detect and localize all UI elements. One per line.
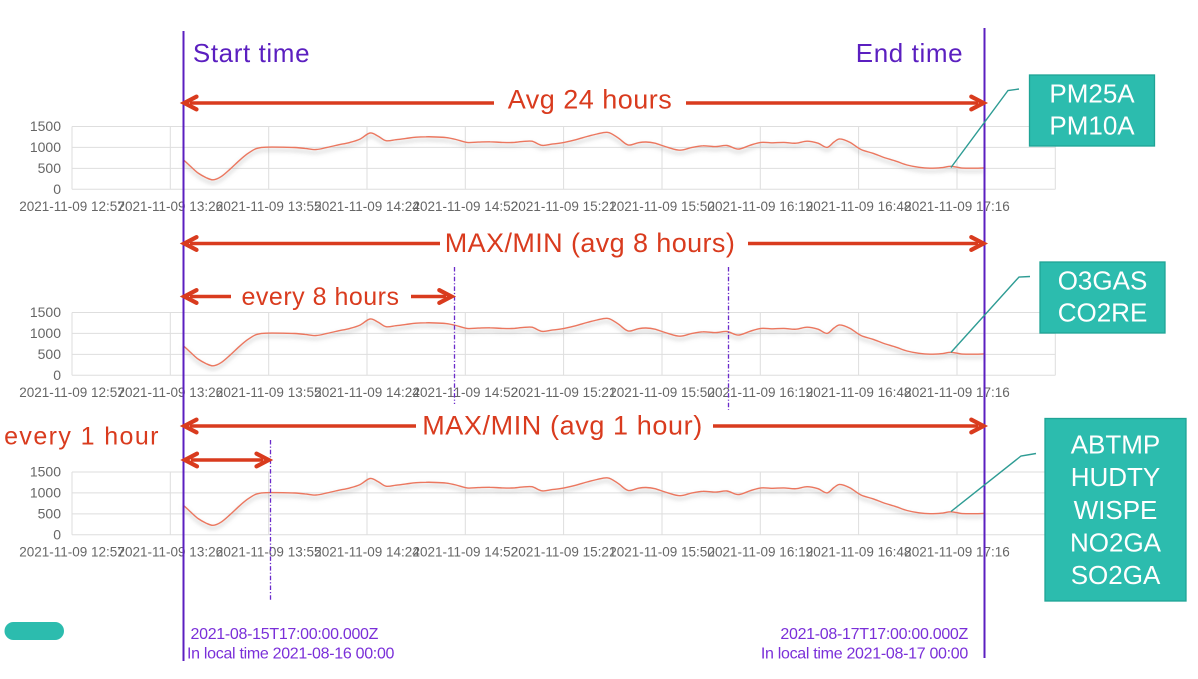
svg-text:MAX/MIN (avg 8 hours): MAX/MIN (avg 8 hours) — [445, 228, 735, 258]
svg-text:1000: 1000 — [30, 485, 61, 501]
svg-text:2021-11-09 13:26: 2021-11-09 13:26 — [118, 385, 224, 400]
svg-text:ABTMP: ABTMP — [1071, 429, 1161, 459]
svg-text:0: 0 — [53, 181, 61, 197]
svg-text:HUDTY: HUDTY — [1071, 462, 1161, 492]
svg-text:2021-11-09 16:19: 2021-11-09 16:19 — [708, 544, 814, 559]
svg-text:2021-11-09 12:57: 2021-11-09 12:57 — [19, 385, 125, 400]
svg-text:1500: 1500 — [30, 118, 61, 134]
svg-text:WISPE: WISPE — [1074, 495, 1158, 525]
svg-text:2021-11-09 17:16: 2021-11-09 17:16 — [904, 544, 1010, 559]
svg-text:2021-11-09 15:50: 2021-11-09 15:50 — [609, 199, 715, 214]
svg-text:2021-11-09 14:24: 2021-11-09 14:24 — [314, 199, 420, 214]
svg-text:2021-11-09 14:24: 2021-11-09 14:24 — [314, 385, 420, 400]
svg-text:Avg 24 hours: Avg 24 hours — [508, 85, 673, 115]
svg-text:Start time: Start time — [193, 38, 310, 68]
svg-text:End time: End time — [856, 38, 963, 68]
svg-text:In local time 2021-08-16 00:00: In local time 2021-08-16 00:00 — [187, 646, 395, 663]
svg-text:2021-11-09 14:52: 2021-11-09 14:52 — [413, 385, 519, 400]
svg-text:2021-08-15T17:00:00.000Z: 2021-08-15T17:00:00.000Z — [191, 626, 379, 643]
svg-text:2021-11-09 14:24: 2021-11-09 14:24 — [314, 544, 420, 559]
svg-text:2021-11-09 17:16: 2021-11-09 17:16 — [904, 385, 1010, 400]
svg-text:1000: 1000 — [30, 325, 61, 341]
svg-text:2021-11-09 17:16: 2021-11-09 17:16 — [904, 199, 1010, 214]
svg-text:PM10A: PM10A — [1049, 111, 1135, 141]
svg-text:2021-11-09 13:55: 2021-11-09 13:55 — [216, 544, 322, 559]
svg-text:1000: 1000 — [30, 139, 61, 155]
svg-text:2021-11-09 16:19: 2021-11-09 16:19 — [708, 199, 814, 214]
svg-text:2021-11-09 16:48: 2021-11-09 16:48 — [806, 199, 912, 214]
svg-text:500: 500 — [38, 346, 62, 362]
svg-text:NO2GA: NO2GA — [1070, 528, 1162, 558]
svg-text:1500: 1500 — [30, 304, 61, 320]
svg-text:every 1 hour: every 1 hour — [4, 423, 160, 451]
svg-text:every 8 hours: every 8 hours — [242, 283, 400, 311]
svg-text:SO2GA: SO2GA — [1071, 560, 1161, 590]
svg-text:500: 500 — [38, 160, 62, 176]
svg-text:2021-11-09 13:55: 2021-11-09 13:55 — [216, 385, 322, 400]
svg-text:2021-11-09 12:57: 2021-11-09 12:57 — [19, 199, 125, 214]
svg-text:2021-11-09 13:26: 2021-11-09 13:26 — [118, 199, 224, 214]
svg-text:0: 0 — [53, 367, 61, 383]
svg-text:2021-11-09 12:57: 2021-11-09 12:57 — [19, 544, 125, 559]
svg-text:2021-11-09 13:26: 2021-11-09 13:26 — [118, 544, 224, 559]
svg-text:MAX/MIN (avg 1 hour): MAX/MIN (avg 1 hour) — [422, 411, 703, 441]
svg-text:PM25A: PM25A — [1049, 79, 1135, 109]
svg-text:0: 0 — [53, 527, 61, 543]
svg-text:2021-11-09 15:21: 2021-11-09 15:21 — [511, 199, 617, 214]
svg-text:2021-11-09 16:48: 2021-11-09 16:48 — [806, 385, 912, 400]
svg-text:In local time 2021-08-17 00:00: In local time 2021-08-17 00:00 — [761, 646, 969, 663]
svg-text:1500: 1500 — [30, 464, 61, 480]
svg-text:2021-11-09 14:52: 2021-11-09 14:52 — [413, 544, 519, 559]
svg-text:2021-11-09 15:21: 2021-11-09 15:21 — [511, 385, 617, 400]
svg-text:2021-11-09 15:50: 2021-11-09 15:50 — [609, 544, 715, 559]
svg-text:2021-11-09 13:55: 2021-11-09 13:55 — [216, 199, 322, 214]
svg-text:2021-11-09 14:52: 2021-11-09 14:52 — [413, 199, 519, 214]
svg-text:2021-11-09 16:48: 2021-11-09 16:48 — [806, 544, 912, 559]
svg-text:500: 500 — [38, 506, 62, 522]
svg-text:O3GAS: O3GAS — [1058, 266, 1148, 296]
svg-text:2021-11-09 15:50: 2021-11-09 15:50 — [609, 385, 715, 400]
svg-text:CO2RE: CO2RE — [1058, 298, 1148, 328]
svg-text:2021-11-09 16:19: 2021-11-09 16:19 — [708, 385, 814, 400]
svg-text:2021-08-17T17:00:00.000Z: 2021-08-17T17:00:00.000Z — [780, 626, 968, 643]
svg-text:2021-11-09 15:21: 2021-11-09 15:21 — [511, 544, 617, 559]
